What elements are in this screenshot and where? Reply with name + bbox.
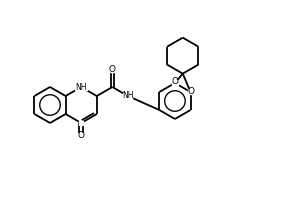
Bar	[172, 79, 178, 84]
Text: O: O	[171, 77, 178, 86]
Bar	[109, 66, 116, 72]
Bar	[188, 88, 194, 94]
Bar	[75, 84, 87, 90]
Text: NH: NH	[122, 92, 134, 100]
Bar	[123, 93, 132, 99]
Bar	[79, 121, 83, 125]
Text: NH: NH	[75, 82, 87, 92]
Text: O: O	[78, 132, 85, 140]
Bar	[78, 133, 85, 139]
Text: O: O	[109, 64, 116, 73]
Text: O: O	[187, 86, 194, 96]
